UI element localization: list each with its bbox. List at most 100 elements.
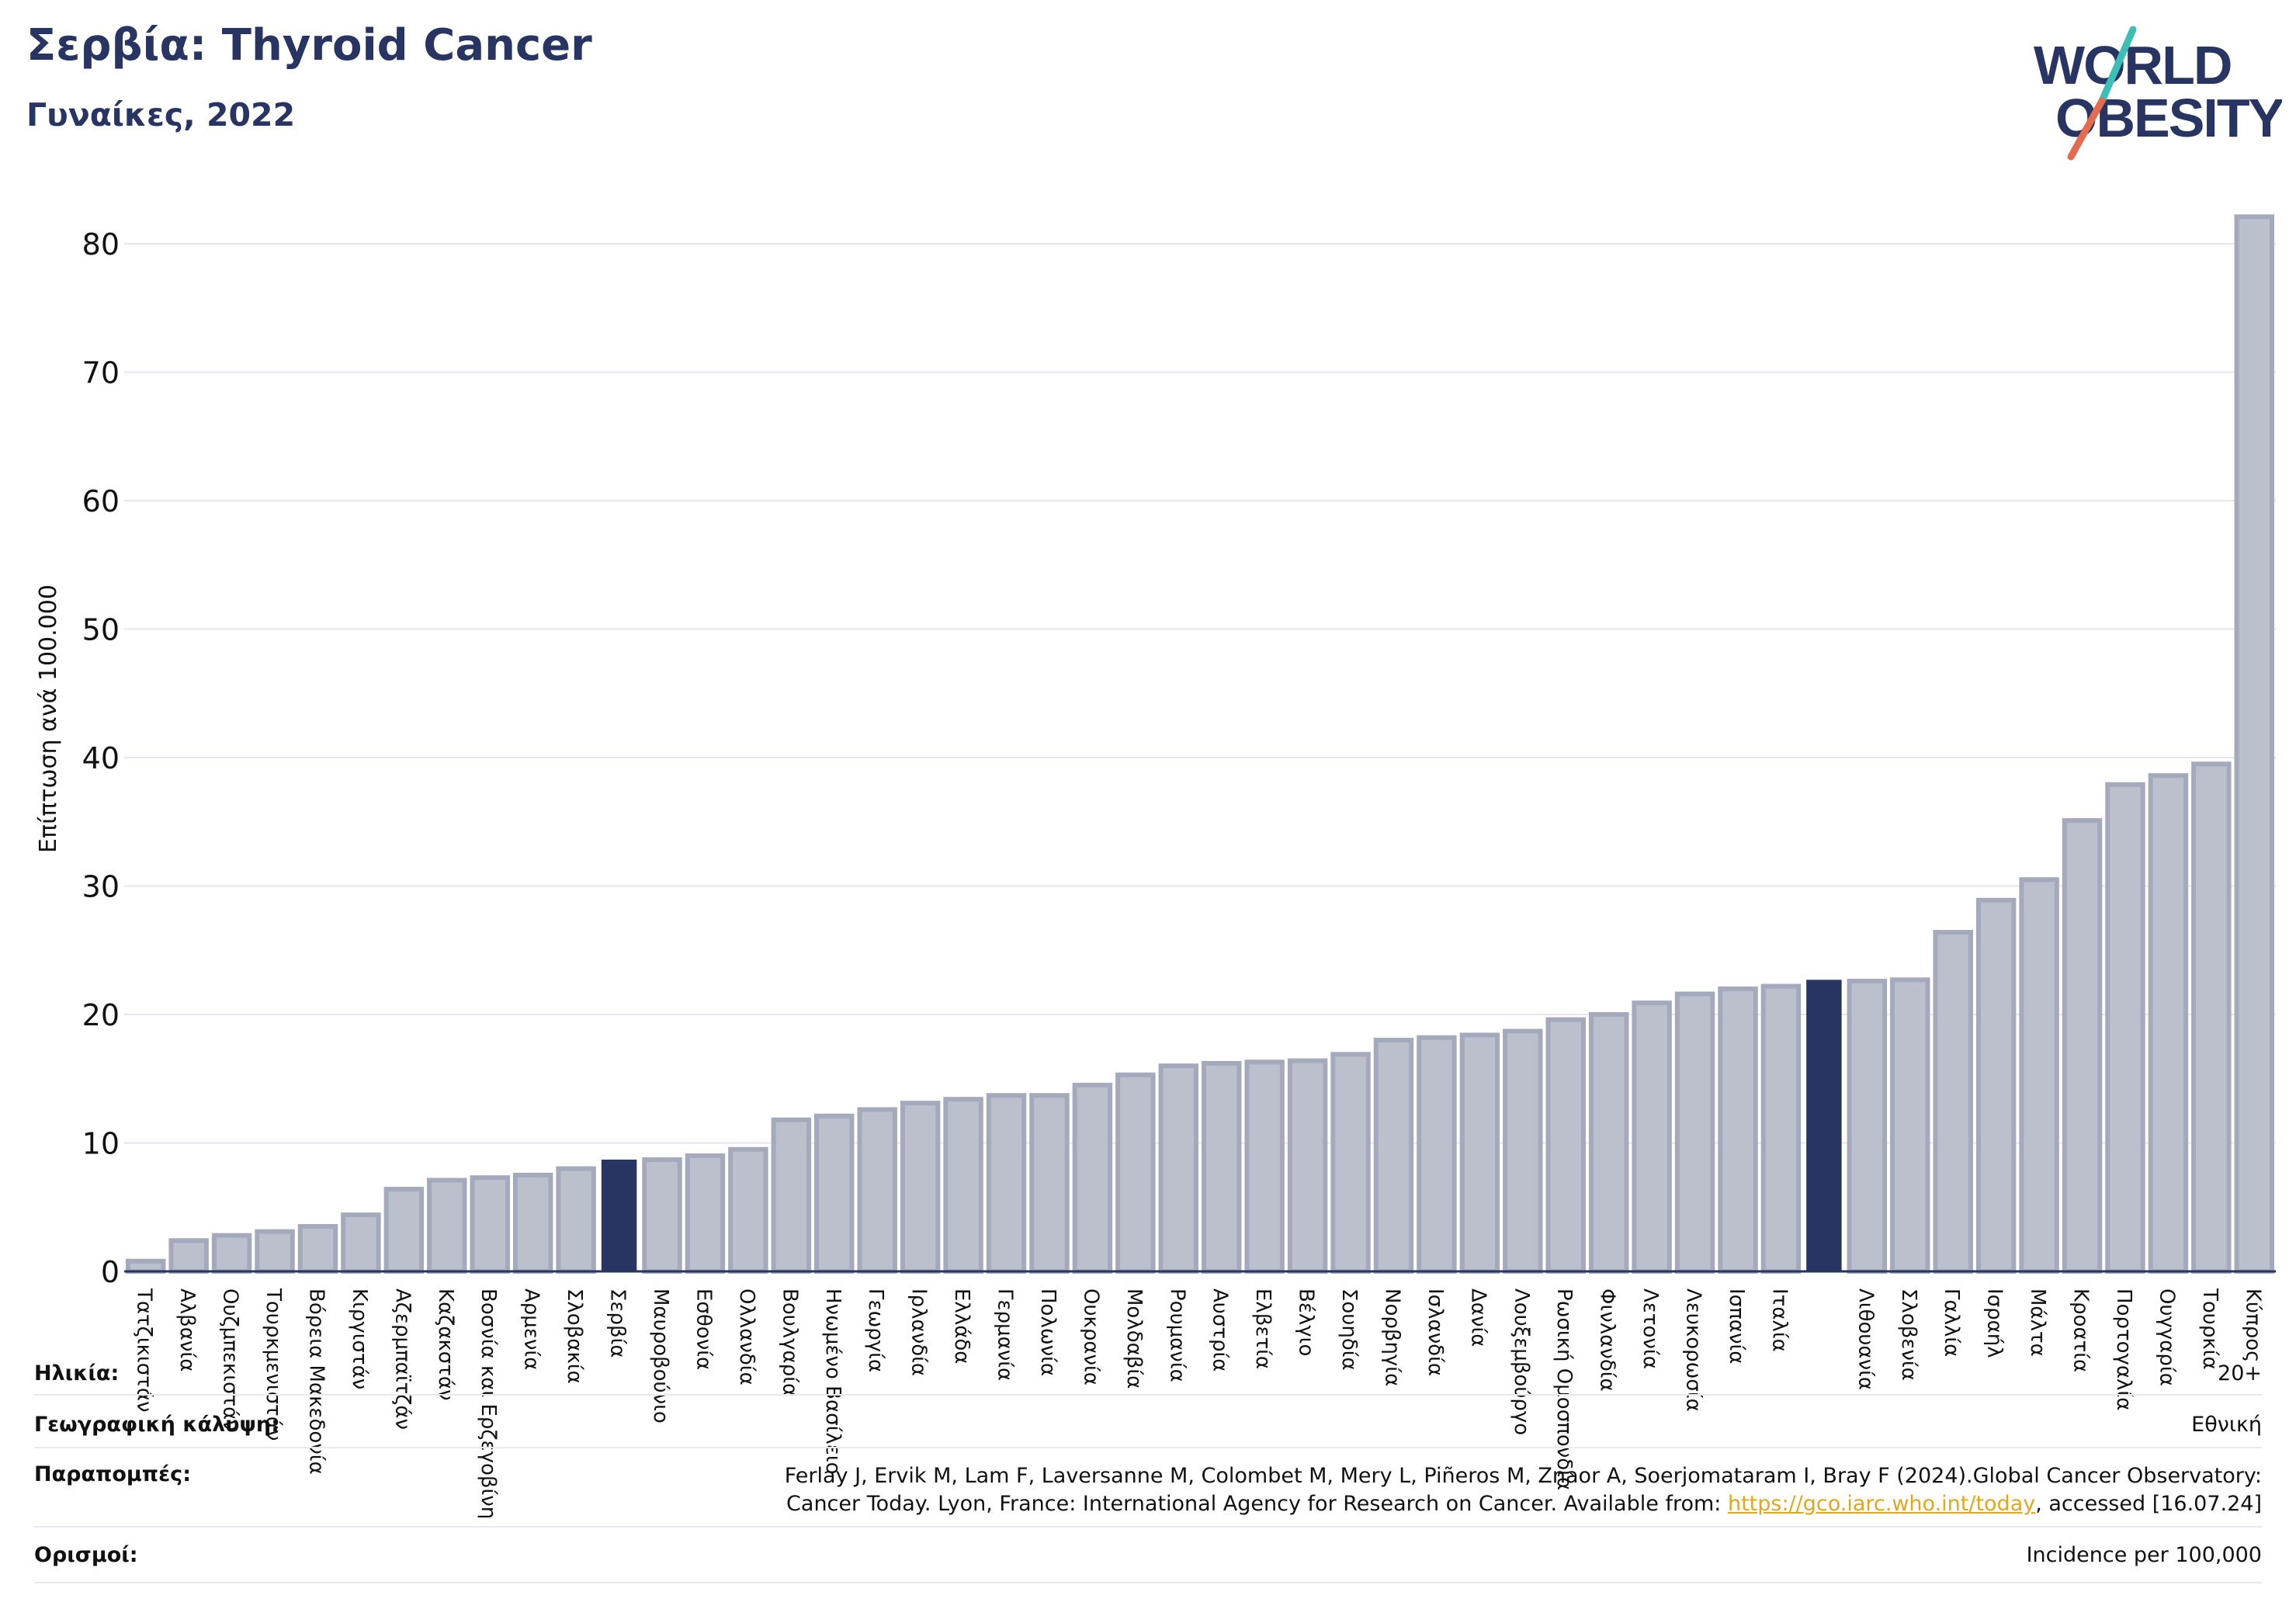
x-tick-label: Τουρκμενιστάν	[262, 1288, 285, 1441]
x-tick-label: Τατζικιστάν	[133, 1288, 156, 1413]
x-tick-label: Γερμανία	[994, 1288, 1017, 1381]
x-tick-label: Γεωργία	[864, 1288, 887, 1372]
x-tick-label: Κύπρος	[2241, 1288, 2264, 1362]
bar	[2105, 782, 2145, 1274]
x-tick-label: Πορτογαλία	[2112, 1288, 2135, 1410]
bar	[1244, 1059, 1285, 1274]
x-tick-label: Τουρκία	[2198, 1288, 2221, 1370]
bar	[1373, 1038, 1414, 1274]
x-tick-label: Σλοβακία	[563, 1288, 586, 1384]
references-text: Ferlay J, Ervik M, Lam F, Laversanne M, …	[785, 1462, 2262, 1518]
x-tick-label: Βέλγιο	[1295, 1288, 1318, 1356]
bar	[556, 1166, 596, 1274]
x-tick-label: Ιταλία	[1767, 1288, 1791, 1352]
references-line-2-pre: Cancer Today. Lyon, France: Internationa…	[786, 1492, 1728, 1516]
bar	[1674, 991, 1715, 1274]
y-axis-label: Επίπτωση ανά 100.000	[35, 584, 62, 853]
bar	[1503, 1028, 1543, 1274]
y-tick-labels: 0 10 20 30 40 50 60 70 80	[82, 227, 120, 1289]
y-tick-label: 20	[82, 998, 120, 1032]
references-link[interactable]: https://gco.iarc.who.int/today	[1727, 1492, 2036, 1516]
x-tick-label: Ουκρανία	[1079, 1288, 1102, 1385]
bar	[728, 1146, 768, 1274]
x-tick-label: Λουξεμβούργο	[1510, 1288, 1533, 1435]
y-tick-label: 30	[82, 870, 120, 904]
x-tick-label: Ουγγαρία	[2155, 1288, 2178, 1386]
x-tick-label: Ισπανία	[1725, 1288, 1748, 1364]
bar	[125, 1258, 166, 1274]
x-tick-label: Ισραήλ	[1983, 1288, 2006, 1358]
x-tick-label: Κροατία	[2069, 1288, 2093, 1372]
definitions-value: Incidence per 100,000	[2026, 1543, 2262, 1567]
x-tick-label: Αρμενία	[520, 1288, 543, 1370]
x-tick-label: Μολδαβία	[1122, 1288, 1146, 1389]
x-tick-label: Βόρεια Μακεδονία	[304, 1288, 328, 1475]
x-tick-label: Βουλγαρία	[778, 1288, 801, 1396]
logo-slash-bottom	[2067, 97, 2106, 161]
x-tick-label: Ουζμπεκιστάν	[219, 1288, 242, 1431]
age-label: Ηλικία:	[34, 1361, 120, 1385]
y-tick-label: 60	[82, 484, 120, 518]
bar	[986, 1093, 1027, 1274]
bar	[427, 1177, 467, 1274]
x-tick-label: Ελβετία	[1251, 1288, 1275, 1369]
bar	[255, 1229, 295, 1274]
bar	[685, 1153, 726, 1274]
bar	[383, 1187, 425, 1274]
y-tick-label: 50	[82, 613, 120, 647]
bar	[2019, 877, 2059, 1274]
info-row-age: Ηλικία: 20+	[34, 1332, 2262, 1396]
references-line-1: Ferlay J, Ervik M, Lam F, Laversanne M, …	[784, 1464, 2262, 1488]
references-line-2: Cancer Today. Lyon, France: Internationa…	[785, 1490, 2262, 1518]
bar	[1115, 1072, 1156, 1274]
bar	[211, 1233, 252, 1274]
bar	[1417, 1035, 1457, 1274]
bar-highlighted	[601, 1160, 637, 1271]
bar	[1933, 930, 1973, 1274]
bar	[297, 1224, 338, 1274]
x-tick-label: Ρωσική Ομοσπονδία	[1552, 1288, 1576, 1490]
bar	[1029, 1093, 1070, 1274]
x-tick-labels: Τατζικιστάν Αλβανία Ουζμπεκιστάν Τουρκμενισ…	[133, 1288, 2265, 1519]
references-line-2-post: , accessed [16.07.24]	[2035, 1492, 2262, 1516]
x-tick-label: Αλβανία	[175, 1288, 199, 1372]
bar	[1632, 1001, 1672, 1274]
x-tick-label: Σλοβενία	[1897, 1288, 1920, 1381]
bar	[168, 1238, 209, 1274]
bar	[642, 1157, 682, 1274]
x-tick-label: Βοσνία και Ερζεγοβίνη	[477, 1288, 500, 1519]
x-tick-label: Αζερμπαϊτζάν	[390, 1288, 414, 1430]
bar	[943, 1097, 983, 1274]
x-tick-label: Καζακστάν	[434, 1288, 457, 1401]
bar	[814, 1113, 855, 1274]
bar	[1330, 1052, 1371, 1274]
page-title: Σερβία: Thyroid Cancer	[26, 20, 592, 71]
bar	[1718, 986, 1758, 1274]
bar	[1072, 1083, 1113, 1274]
x-tick-label: Δανία	[1466, 1288, 1490, 1347]
x-tick-label: Ρουμανία	[1165, 1288, 1188, 1382]
info-row-definitions: Ορισμοί: Incidence per 100,000	[34, 1526, 2262, 1583]
bar	[1158, 1063, 1199, 1274]
x-tick-label: Ολλανδία	[735, 1288, 758, 1385]
bar	[1588, 1012, 1629, 1274]
coverage-value: Εθνική	[2191, 1413, 2262, 1437]
x-tick-label: Νορβηγία	[1380, 1288, 1403, 1386]
bar	[771, 1117, 812, 1274]
y-tick-label: 10	[82, 1127, 120, 1161]
bar	[1201, 1060, 1242, 1274]
bar	[2148, 773, 2189, 1274]
bar	[512, 1172, 553, 1274]
x-tick-label: Μαυροβούνιο	[649, 1288, 672, 1424]
y-tick-label: 80	[82, 227, 120, 262]
y-tick-label: 70	[82, 356, 120, 390]
bars	[125, 214, 2275, 1274]
bar	[1545, 1017, 1586, 1274]
bar-highlighted	[1806, 980, 1842, 1271]
y-tick-label: 40	[82, 741, 120, 775]
bar	[900, 1101, 941, 1274]
x-tick-label: Μάλτα	[2026, 1288, 2049, 1357]
bar	[857, 1107, 897, 1274]
coverage-label: Γεωγραφική κάλυψη:	[34, 1413, 279, 1437]
bar	[341, 1212, 381, 1274]
